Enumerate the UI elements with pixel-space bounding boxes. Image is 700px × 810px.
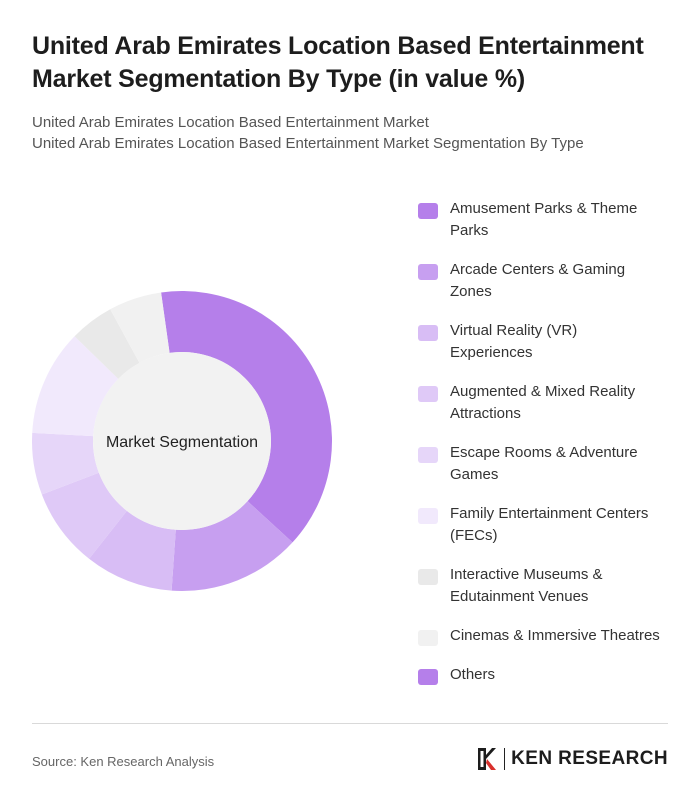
legend-swatch bbox=[418, 264, 438, 280]
footer-divider bbox=[32, 723, 668, 724]
chart-subtitle: United Arab Emirates Location Based Ente… bbox=[32, 112, 672, 154]
donut-slice-5 bbox=[31, 432, 99, 495]
donut-slice-7 bbox=[74, 309, 140, 379]
brand-separator bbox=[504, 748, 506, 770]
legend-label: Interactive Museums & Edutainment Venues bbox=[450, 566, 603, 605]
ken-research-logo-icon bbox=[478, 748, 497, 770]
legend-swatch bbox=[418, 203, 438, 219]
legend-label: Cinemas & Immersive Theatres bbox=[450, 627, 660, 644]
legend-swatch bbox=[418, 630, 438, 646]
brand-name: KEN RESEARCH bbox=[511, 748, 668, 769]
legend-swatch bbox=[418, 669, 438, 685]
donut-chart: Market Segmentation bbox=[31, 291, 332, 591]
donut-center bbox=[93, 352, 271, 530]
subtitle-line-1: United Arab Emirates Location Based Ente… bbox=[32, 114, 429, 131]
donut-center-label: Market Segmentation bbox=[106, 434, 258, 451]
chart-title: United Arab Emirates Location Based Ente… bbox=[32, 32, 644, 93]
legend-label: Augmented & Mixed Reality Attractions bbox=[450, 383, 636, 422]
legend-swatch bbox=[418, 569, 438, 585]
brand-logo: KEN RESEARCH bbox=[476, 747, 668, 771]
donut-slice-6 bbox=[32, 336, 119, 437]
legend-item: Interactive Museums & Edutainment Venues bbox=[418, 564, 678, 608]
legend-item: Family Entertainment Centers (FECs) bbox=[418, 503, 678, 547]
legend-item: Augmented & Mixed Reality Attractions bbox=[418, 381, 678, 425]
legend-swatch bbox=[418, 508, 438, 524]
legend-label: Amusement Parks & Theme Parks bbox=[450, 200, 638, 239]
donut-slice-2 bbox=[171, 501, 293, 591]
legend-label: Virtual Reality (VR) Experiences bbox=[450, 322, 578, 361]
donut-slice-8 bbox=[110, 292, 170, 363]
donut-slice-4 bbox=[41, 472, 127, 559]
legend-label: Family Entertainment Centers (FECs) bbox=[450, 505, 649, 544]
legend-item: Virtual Reality (VR) Experiences bbox=[418, 320, 678, 364]
legend-item: Escape Rooms & Adventure Games bbox=[418, 442, 678, 486]
donut-slice-3 bbox=[89, 510, 176, 591]
legend-swatch bbox=[418, 325, 438, 341]
legend-item: Others bbox=[418, 664, 678, 686]
donut-slice-1 bbox=[161, 291, 332, 543]
subtitle-line-2: United Arab Emirates Location Based Ente… bbox=[32, 135, 584, 152]
legend-swatch bbox=[418, 447, 438, 463]
legend-label: Others bbox=[450, 666, 496, 683]
legend-label: Escape Rooms & Adventure Games bbox=[450, 444, 638, 483]
source-note: Source: Ken Research Analysis bbox=[32, 754, 215, 769]
legend-label: Arcade Centers & Gaming Zones bbox=[450, 261, 626, 300]
legend-swatch bbox=[418, 386, 438, 402]
legend-item: Amusement Parks & Theme Parks bbox=[418, 198, 678, 242]
legend-item: Cinemas & Immersive Theatres bbox=[418, 625, 678, 647]
legend-item: Arcade Centers & Gaming Zones bbox=[418, 259, 678, 303]
